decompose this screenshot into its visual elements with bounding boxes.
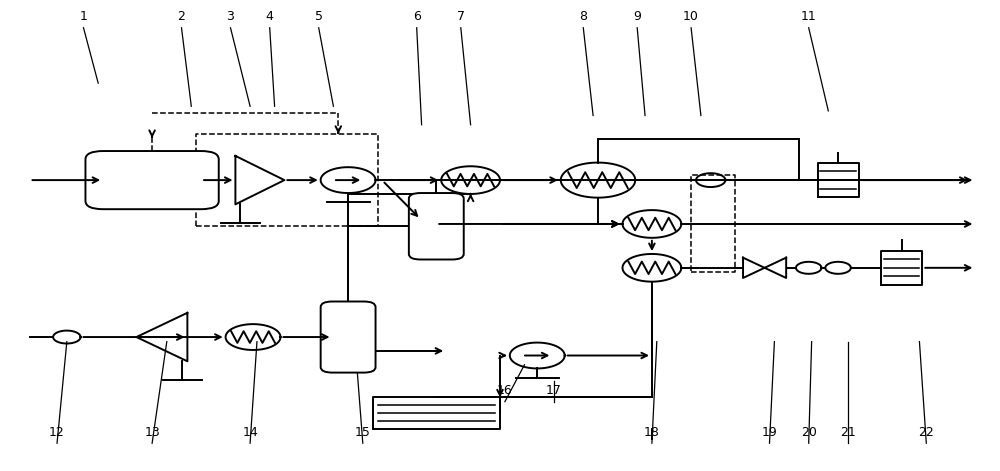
Text: 22: 22 <box>918 426 934 439</box>
Text: 11: 11 <box>801 10 817 23</box>
Text: 19: 19 <box>762 426 777 439</box>
Text: 13: 13 <box>144 426 160 439</box>
Text: 3: 3 <box>227 10 234 23</box>
Text: 8: 8 <box>579 10 587 23</box>
Text: 10: 10 <box>683 10 699 23</box>
Text: 4: 4 <box>266 10 274 23</box>
Text: 2: 2 <box>178 10 185 23</box>
Text: 6: 6 <box>413 10 421 23</box>
Polygon shape <box>743 258 765 278</box>
Text: 20: 20 <box>801 426 817 439</box>
Polygon shape <box>765 258 786 278</box>
Text: 14: 14 <box>242 426 258 439</box>
Text: 16: 16 <box>497 384 513 397</box>
Text: 7: 7 <box>457 10 465 23</box>
FancyBboxPatch shape <box>409 193 464 260</box>
Text: 21: 21 <box>840 426 856 439</box>
FancyBboxPatch shape <box>85 151 219 209</box>
Text: 9: 9 <box>633 10 641 23</box>
Text: 18: 18 <box>644 426 660 439</box>
Text: 5: 5 <box>315 10 323 23</box>
FancyBboxPatch shape <box>321 301 376 373</box>
Text: 12: 12 <box>49 426 65 439</box>
Text: 17: 17 <box>546 384 562 397</box>
Text: 15: 15 <box>355 426 371 439</box>
Text: 1: 1 <box>80 10 87 23</box>
